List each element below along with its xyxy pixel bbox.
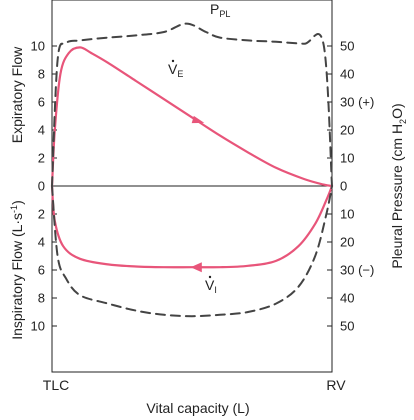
left-tick-label: 4 [38,123,45,138]
left-tick-label: 6 [38,263,45,278]
left-tick-label: 10 [31,319,45,334]
right-tick-label: 40 [340,291,354,306]
vi-label-dot [208,275,212,279]
x-label-tlc: TLC [43,377,69,393]
pleural-pressure-inspiratory-line [51,185,333,318]
inspiratory-flow-line [50,184,334,269]
right-tick-label: 50 [340,39,354,54]
left-tick-label: 0 [38,179,45,194]
svg-text:VE: VE [168,61,183,79]
y-axis-label-inspiratory: Inspiratory Flow (L·s-1) [9,200,25,340]
left-axis-ticks: 10 8 6 4 2 0 2 4 6 8 10 [31,39,57,334]
right-tick-label: 50 [340,319,354,334]
right-tick-label: 0 [340,179,347,194]
series-layer [50,22,334,318]
ve-label-dot [171,59,175,63]
y2-axis-label: Pleural Pressure (cm H2O) [389,103,408,268]
right-axis-ticks: 50 40 30 (+) 20 10 0 10 20 30 (−) 40 50 [327,39,374,334]
left-tick-label: 8 [38,67,45,82]
vi-label: VI [205,275,217,295]
right-tick-label: 10 [340,151,354,166]
right-tick-label: 30 (−) [340,263,374,278]
right-tick-label: 20 [340,235,354,250]
right-tick-label: 40 [340,67,354,82]
svg-text:VI: VI [205,277,217,295]
right-tick-label: 20 [340,123,354,138]
pleural-pressure-expiratory-line [51,22,333,187]
left-tick-label: 4 [38,235,45,250]
left-tick-label: 8 [38,291,45,306]
left-tick-label: 2 [38,207,45,222]
ve-label: VE [168,59,183,79]
left-tick-label: 2 [38,151,45,166]
right-tick-label: 30 (+) [340,95,374,110]
y-axis-label-expiratory: Expiratory Flow [9,46,25,143]
left-tick-label: 10 [31,39,45,54]
right-tick-label: 10 [340,207,354,222]
vi-direction-arrow [190,262,202,273]
pleural-pressure-label: PPL [210,1,230,19]
x-axis-label: Vital capacity (L) [146,400,249,416]
x-label-rv: RV [326,377,346,393]
expiratory-flow-line [50,46,334,188]
left-tick-label: 6 [38,95,45,110]
ve-direction-arrow [191,115,205,124]
